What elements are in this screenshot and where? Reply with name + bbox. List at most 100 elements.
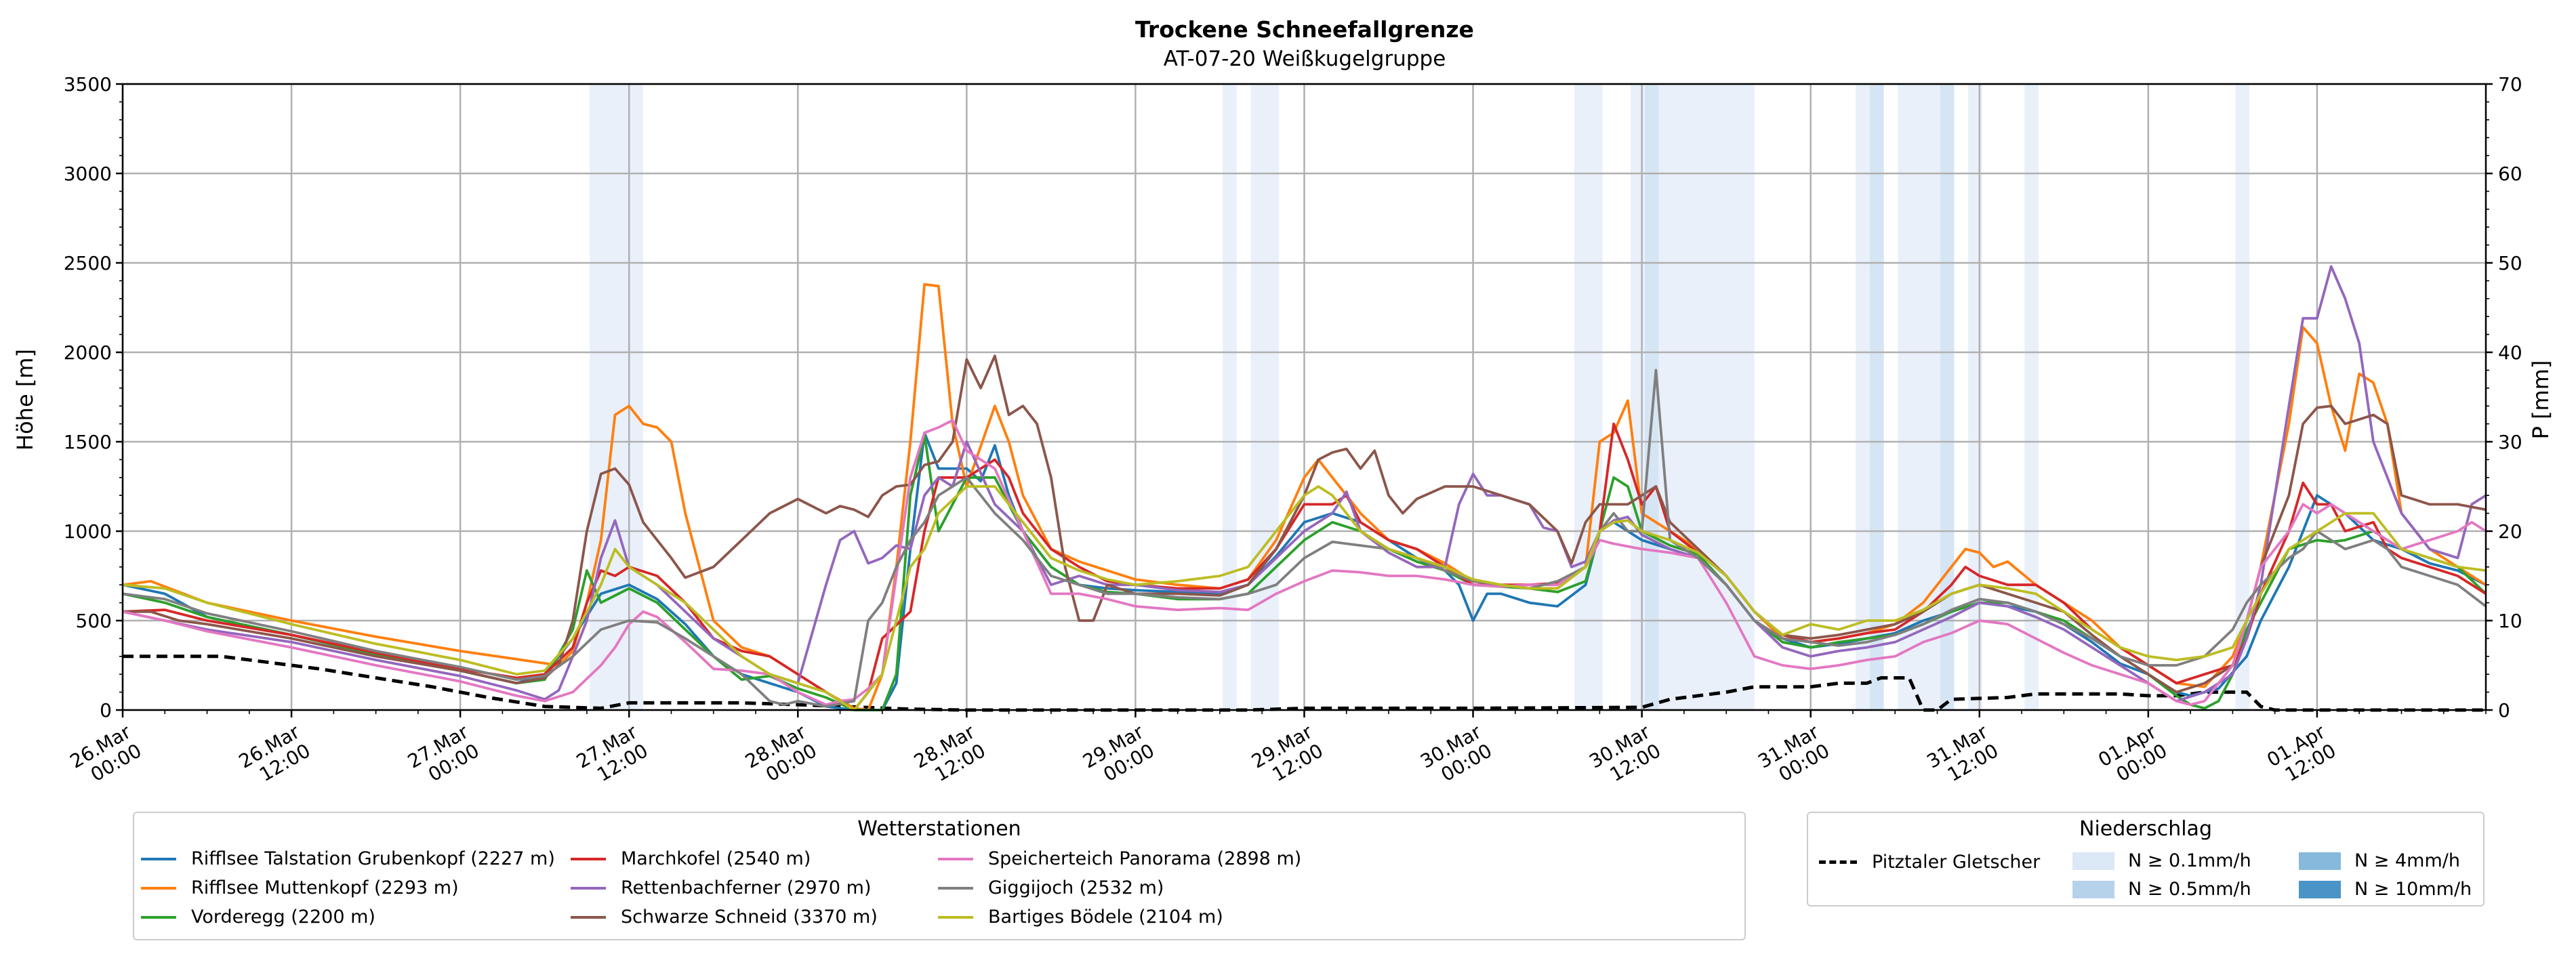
grid [121, 83, 2486, 711]
precip-band-5 [1644, 84, 1659, 710]
y-tick-label-3: 1500 [64, 431, 112, 453]
reference-line [123, 654, 2486, 712]
legend-swatch [938, 886, 973, 890]
legend-swatch [571, 857, 606, 860]
legend-precip: Niederschlag Pitztaler Gletscher N ≥ 0.1… [1807, 812, 2485, 907]
legend-label-reference: Pitztaler Gletscher [1872, 852, 2041, 873]
legend-item-precip: N ≥ 4mm/h [2299, 850, 2460, 871]
legend-item-reference: Pitztaler Gletscher [1819, 852, 2040, 873]
y-tick-label-1: 500 [76, 610, 112, 632]
chart-svg: Trockene Schneefallgrenze AT-07-20 Weißk… [12, 16, 2554, 791]
legend-item-precip: N ≥ 10mm/h [2299, 879, 2472, 900]
y2-tick-label-2: 20 [2498, 520, 2522, 543]
legend-swatch [938, 857, 973, 860]
legend-swatch [571, 915, 606, 919]
x-tick-label-7: 29.Mar12:00 [1248, 720, 1327, 791]
x-tick-label-13: 01.Apr12:00 [2263, 720, 2339, 790]
legend-swatch [2299, 880, 2341, 898]
y2-tick-label-1: 10 [2498, 610, 2522, 632]
y-tick-label-2: 1000 [64, 520, 112, 543]
y2-tick-label-3: 30 [2498, 431, 2522, 453]
legend-label: Rettenbachferner (2970 m) [621, 877, 872, 898]
precip-band-3 [1574, 84, 1603, 710]
x-tick-label-2: 27.Mar00:00 [404, 720, 483, 791]
x-tick-label-8: 30.Mar00:00 [1416, 720, 1496, 791]
legend-precip-title: Niederschlag [2079, 817, 2212, 841]
x-tick-label-5: 28.Mar12:00 [910, 720, 989, 791]
legend-swatch [2299, 852, 2341, 870]
legend-label: N ≥ 10mm/h [2354, 879, 2472, 900]
series-line-7 [122, 369, 2487, 708]
legend-item-station: Marchkofel (2540 m) [571, 848, 811, 869]
legend-swatch [571, 886, 606, 890]
legend-item-station: Bartiges Bödele (2104 m) [938, 907, 1223, 928]
y-tick-label-6: 3000 [64, 163, 112, 185]
series-line-8 [122, 485, 2487, 711]
series-lines [122, 265, 2487, 711]
precip-band-13 [2235, 84, 2250, 710]
legend-swatch [2072, 880, 2114, 898]
y2-tick-label-6: 60 [2498, 163, 2522, 185]
legend-item-station: Rifflsee Muttenkopf (2293 m) [141, 877, 459, 898]
legend-swatch [938, 915, 973, 919]
y-axis-label: Höhe [m] [12, 349, 38, 451]
legend-label: Vorderegg (2200 m) [191, 907, 375, 928]
x-tick-label-1: 26.Mar12:00 [235, 720, 314, 791]
legend-label: N ≥ 0.1mm/h [2128, 850, 2251, 871]
x-tick-label-0: 26.Mar00:00 [66, 720, 146, 791]
legend-swatch [2072, 852, 2114, 870]
legend-label: Rifflsee Talstation Grubenkopf (2227 m) [191, 848, 555, 869]
series-line-4 [122, 265, 2487, 703]
precip-band-6 [1658, 84, 1755, 710]
precip-band-1 [1223, 84, 1237, 710]
legend-label: Rifflsee Muttenkopf (2293 m) [191, 877, 459, 898]
precip-band-10 [1940, 84, 1955, 710]
legend-label: Schwarze Schneid (3370 m) [621, 907, 878, 928]
legend-stations-title: Wetterstationen [857, 817, 1021, 841]
chart-subtitle: AT-07-20 Weißkugelgruppe [1164, 47, 1446, 71]
precipitation-bands [590, 84, 2250, 710]
precip-band-8 [1869, 84, 1884, 710]
legend-item-station: Schwarze Schneid (3370 m) [571, 907, 878, 928]
legend-swatch [141, 886, 176, 890]
y-tick-label-4: 2000 [64, 341, 112, 364]
precip-band-7 [1856, 84, 1870, 710]
series-line-6 [122, 419, 2487, 706]
legend-swatch [141, 915, 176, 919]
x-tick-label-12: 01.Apr00:00 [2094, 720, 2171, 790]
y2-tick-label-4: 40 [2498, 341, 2522, 364]
y2-tick-label-5: 50 [2498, 252, 2522, 274]
y2-axis-label: P [mm] [2528, 360, 2554, 440]
legend-label: Bartiges Bödele (2104 m) [988, 907, 1223, 928]
legend-item-station: Rettenbachferner (2970 m) [571, 877, 872, 898]
legend-stations: Wetterstationen Rifflsee Talstation Grub… [133, 812, 1746, 940]
x-tick-label-10: 31.Mar00:00 [1754, 720, 1833, 791]
legend-item-station: Rifflsee Talstation Grubenkopf (2227 m) [141, 848, 555, 869]
x-tick-label-6: 29.Mar00:00 [1079, 720, 1158, 791]
legend-label: Marchkofel (2540 m) [621, 848, 811, 869]
legend-item-station: Speicherteich Panorama (2898 m) [938, 848, 1301, 869]
legend-item-station: Vorderegg (2200 m) [141, 907, 375, 928]
precip-band-2 [1250, 84, 1280, 710]
legend-item-precip: N ≥ 0.5mm/h [2072, 879, 2251, 900]
y-tick-label-0: 0 [100, 699, 112, 722]
x-tick-label-4: 28.Mar00:00 [741, 720, 821, 791]
chart-title: Trockene Schneefallgrenze [1135, 16, 1474, 43]
axes: 0 500 1000 1500 2000 2500 3000 3500 0 10 20 30 40 50 6… [64, 73, 2522, 791]
legend-label: N ≥ 4mm/h [2354, 850, 2460, 871]
y-tick-label-5: 2500 [64, 252, 112, 274]
x-tick-label-9: 30.Mar12:00 [1585, 720, 1664, 791]
series-line-reference [123, 654, 2486, 712]
legend-swatch-reference [1819, 860, 1857, 864]
legend-item-station: Giggijoch (2532 m) [938, 877, 1164, 898]
y-tick-label-7: 3500 [64, 73, 112, 96]
x-tick-label-11: 31.Mar12:00 [1923, 720, 2002, 791]
precip-band-0 [590, 84, 643, 710]
legend-label: N ≥ 0.5mm/h [2128, 879, 2251, 900]
legend-label: Speicherteich Panorama (2898 m) [988, 848, 1302, 869]
precip-band-12 [2024, 84, 2039, 710]
legend-item-precip: N ≥ 0.1mm/h [2072, 850, 2251, 871]
legend-label: Giggijoch (2532 m) [988, 877, 1164, 898]
legend-swatch [141, 857, 176, 860]
x-tick-label-3: 27.Mar12:00 [573, 720, 652, 791]
